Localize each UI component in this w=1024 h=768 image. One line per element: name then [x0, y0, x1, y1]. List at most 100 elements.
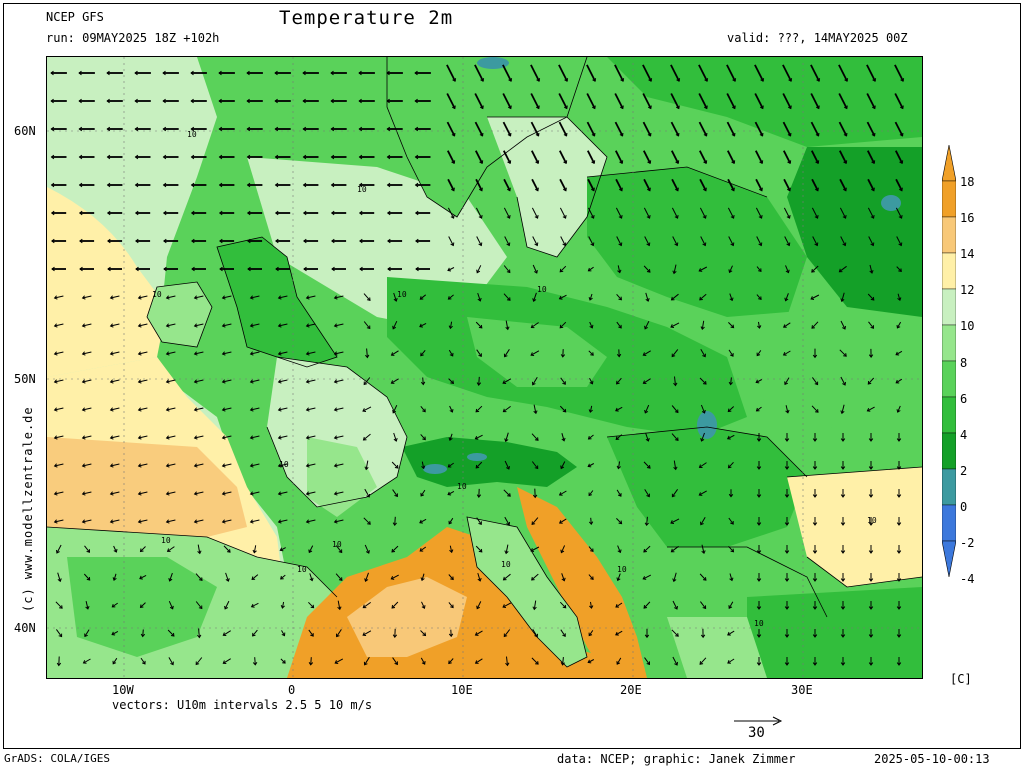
wind-arrow-head [134, 154, 139, 160]
wind-arrow-head [386, 70, 390, 76]
wind-arrow-head [727, 408, 732, 413]
wind-arrow [197, 544, 201, 554]
wind-arrow-head [252, 661, 258, 666]
wind-arrow-head [50, 70, 54, 76]
wind-arrow-head [675, 633, 679, 637]
unit-label: [C] [950, 672, 972, 686]
wind-arrow-head [588, 521, 594, 526]
wind-arrow [334, 519, 344, 523]
wind-arrow [729, 573, 733, 581]
wind-arrow-head [506, 242, 511, 247]
wind-arrow [306, 407, 316, 411]
wind-arrow [783, 350, 791, 356]
wind-arrow-head [675, 160, 680, 165]
wind-arrow-head [788, 78, 793, 82]
wind-arrow-head [507, 132, 512, 137]
wind-arrow [82, 491, 92, 495]
wind-arrow [138, 463, 148, 467]
wind-arrow [140, 602, 146, 608]
wind-arrow [841, 404, 845, 414]
wind-arrow-head [870, 215, 875, 219]
wind-arrow-head [78, 154, 83, 160]
colorbar-label: 10 [960, 319, 975, 333]
wind-arrow [644, 236, 650, 246]
wind-arrow [250, 351, 260, 355]
wind-arrow-head [137, 295, 142, 300]
atlantic-warm-zone [47, 187, 167, 377]
colorbar-segment [941, 288, 957, 326]
wind-arrow-head [727, 464, 732, 469]
wind-arrow-head [450, 604, 454, 609]
wind-arrow-head [420, 352, 424, 357]
wind-arrow [588, 266, 594, 272]
wind-arrow-head [895, 379, 900, 384]
wind-arrow [810, 64, 820, 82]
wind-arrow [783, 178, 791, 192]
wind-arrow [505, 544, 509, 554]
wind-arrow [337, 600, 341, 610]
wind-arrow-head [868, 438, 874, 442]
wind-arrow [447, 490, 455, 496]
wind-arrow [670, 121, 680, 137]
wind-arrow-head [842, 381, 846, 386]
lake-patch [423, 464, 447, 474]
wind-arrow-head [615, 436, 620, 440]
wind-arrow-head [302, 126, 307, 132]
wind-arrow [446, 121, 456, 137]
wind-arrow [502, 64, 512, 82]
wind-arrow-head [868, 662, 874, 666]
wind-arrow [54, 491, 64, 495]
wind-arrow-head [391, 604, 396, 609]
wind-arrow-head [562, 633, 566, 638]
wind-arrow-head [558, 295, 563, 300]
wind-arrow [782, 64, 792, 82]
wind-arrow-head [785, 269, 790, 274]
wind-arrow [674, 376, 676, 386]
wind-arrow-head [53, 491, 58, 496]
wind-arrow [365, 572, 369, 582]
wind-arrow-head [474, 435, 479, 440]
wind-arrow-head [504, 550, 509, 555]
colorbar-segment [941, 468, 957, 506]
wind-arrow-head [330, 154, 335, 160]
wind-arrow [701, 544, 705, 554]
wind-arrow [561, 433, 565, 441]
wind-arrow-head [137, 351, 142, 356]
wind-arrow-head [536, 78, 541, 82]
wind-arrow [532, 236, 538, 246]
wind-arrow-head [448, 660, 452, 665]
wind-arrow-head [674, 437, 679, 442]
colorbar-segment [941, 396, 957, 434]
wind-arrow-head [165, 519, 170, 524]
wind-arrow [447, 267, 455, 271]
wind-arrow-head [812, 522, 818, 526]
wind-arrow-head [85, 605, 90, 610]
wind-arrow [334, 295, 344, 299]
wind-arrow [393, 292, 397, 302]
wind-arrow [446, 93, 456, 109]
wind-arrow [54, 351, 64, 355]
wind-arrow [839, 207, 847, 219]
wind-arrow [82, 463, 92, 467]
wind-arrow-head [899, 105, 904, 110]
wind-arrow-head [619, 160, 624, 165]
wind-arrow-head [726, 435, 731, 440]
wind-arrow [531, 207, 539, 219]
wind-arrow [671, 405, 679, 413]
wind-arrow [505, 432, 509, 442]
wind-arrow [586, 64, 596, 82]
wind-arrow [254, 657, 256, 665]
wind-arrow-head [616, 661, 621, 665]
wind-arrow-head [394, 493, 398, 498]
wind-arrow [475, 207, 483, 219]
wind-arrow-head [333, 323, 338, 328]
colorbar-label: 6 [960, 392, 968, 406]
wind-arrow-head [450, 380, 455, 385]
wind-arrow-head [305, 491, 310, 496]
wind-arrow-head [784, 550, 790, 554]
uk-land [217, 237, 337, 367]
wind-arrow [110, 435, 120, 439]
wind-arrow [391, 461, 399, 469]
wind-arrow [222, 407, 232, 411]
wind-arrow-head [218, 210, 223, 216]
